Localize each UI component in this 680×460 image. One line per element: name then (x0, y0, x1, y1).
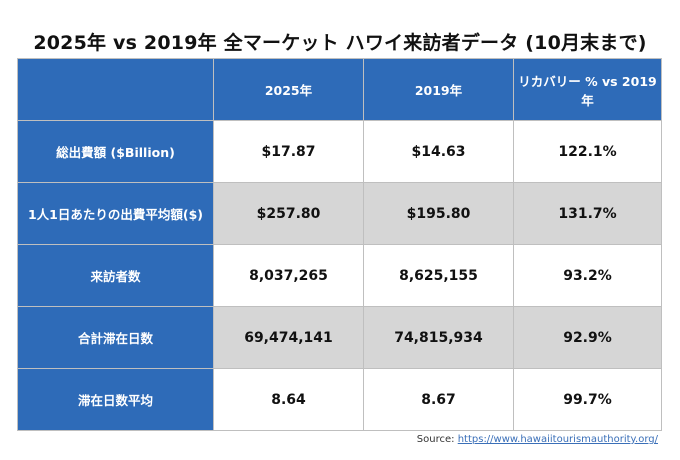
page-title: 2025年 vs 2019年 全マーケット ハワイ来訪者データ (10月末まで) (33, 32, 647, 54)
row-label-daily-spending: 1人1日あたりの出費平均額($) (17, 182, 214, 245)
source-credit: Source: https://www.hawaiitourismauthori… (417, 434, 658, 445)
cell-2025-value: $257.80 (213, 182, 364, 245)
table-header-row: 2025年 2019年 リカバリー % vs 2019年 (17, 58, 662, 121)
table-row: 滞在日数平均 8.64 8.67 99.7% (17, 368, 662, 431)
row-label-total-spending: 総出費額 ($Billion) (17, 120, 214, 183)
table-row: 合計滞在日数 69,474,141 74,815,934 92.9% (17, 306, 662, 369)
column-header-blank (17, 58, 214, 121)
cell-2019-value: 74,815,934 (363, 306, 514, 369)
cell-2019-value: $14.63 (363, 120, 514, 183)
cell-2025-value: 8.64 (213, 368, 364, 431)
cell-2025-value: 69,474,141 (213, 306, 364, 369)
cell-recovery-value: 92.9% (513, 306, 662, 369)
table-row: 総出費額 ($Billion) $17.87 $14.63 122.1% (17, 120, 662, 183)
cell-2025-value: $17.87 (213, 120, 364, 183)
comparison-table: 2025年 2019年 リカバリー % vs 2019年 総出費額 ($Bill… (17, 58, 662, 431)
cell-2019-value: $195.80 (363, 182, 514, 245)
cell-recovery-value: 93.2% (513, 244, 662, 307)
cell-2025-value: 8,037,265 (213, 244, 364, 307)
cell-recovery-value: 99.7% (513, 368, 662, 431)
cell-recovery-value: 131.7% (513, 182, 662, 245)
cell-2019-value: 8.67 (363, 368, 514, 431)
row-label-visitor-count: 来訪者数 (17, 244, 214, 307)
source-link[interactable]: https://www.hawaiitourismauthority.org/ (457, 434, 658, 445)
source-label: Source: (416, 434, 458, 445)
row-label-average-stay: 滞在日数平均 (17, 368, 214, 431)
row-label-total-stay-days: 合計滞在日数 (17, 306, 214, 369)
cell-recovery-value: 122.1% (513, 120, 662, 183)
column-header-2025: 2025年 (213, 58, 364, 121)
column-header-2019: 2019年 (363, 58, 514, 121)
table-row: 来訪者数 8,037,265 8,625,155 93.2% (17, 244, 662, 307)
cell-2019-value: 8,625,155 (363, 244, 514, 307)
column-header-recovery: リカバリー % vs 2019年 (513, 58, 662, 121)
table-row: 1人1日あたりの出費平均額($) $257.80 $195.80 131.7% (17, 182, 662, 245)
